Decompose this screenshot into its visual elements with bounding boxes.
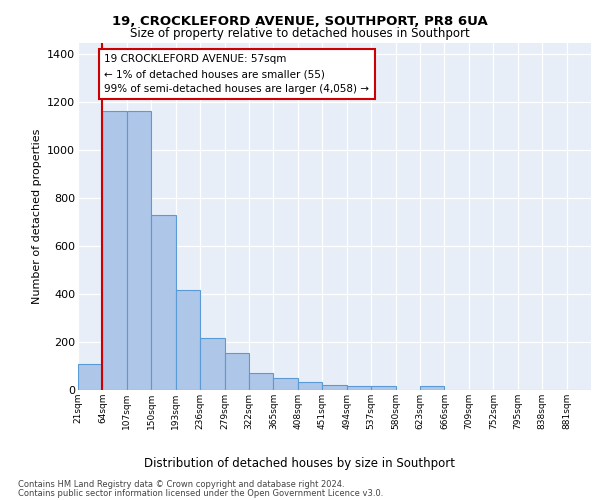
Bar (224, 354, 249, 390)
Text: Distribution of detached houses by size in Southport: Distribution of detached houses by size … (145, 458, 455, 470)
Bar (176, 290, 200, 390)
Text: Contains public sector information licensed under the Open Government Licence v3: Contains public sector information licen… (18, 489, 383, 498)
Bar (127, 112, 151, 390)
Text: 19 CROCKLEFORD AVENUE: 57sqm
← 1% of detached houses are smaller (55)
99% of sem: 19 CROCKLEFORD AVENUE: 57sqm ← 1% of det… (104, 54, 370, 94)
Y-axis label: Number of detached properties: Number of detached properties (32, 128, 41, 304)
Bar (103, 112, 127, 390)
Bar (420, 386, 445, 390)
Bar (347, 386, 371, 390)
Bar (151, 215, 176, 390)
Bar (298, 382, 322, 390)
Bar (200, 338, 224, 390)
Text: Size of property relative to detached houses in Southport: Size of property relative to detached ho… (130, 28, 470, 40)
Bar (322, 385, 347, 390)
Bar (371, 386, 395, 390)
Text: 19, CROCKLEFORD AVENUE, SOUTHPORT, PR8 6UA: 19, CROCKLEFORD AVENUE, SOUTHPORT, PR8 6… (112, 15, 488, 28)
Text: Contains HM Land Registry data © Crown copyright and database right 2024.: Contains HM Land Registry data © Crown c… (18, 480, 344, 489)
Bar (249, 372, 274, 390)
Bar (274, 378, 298, 390)
Bar (78, 364, 103, 390)
